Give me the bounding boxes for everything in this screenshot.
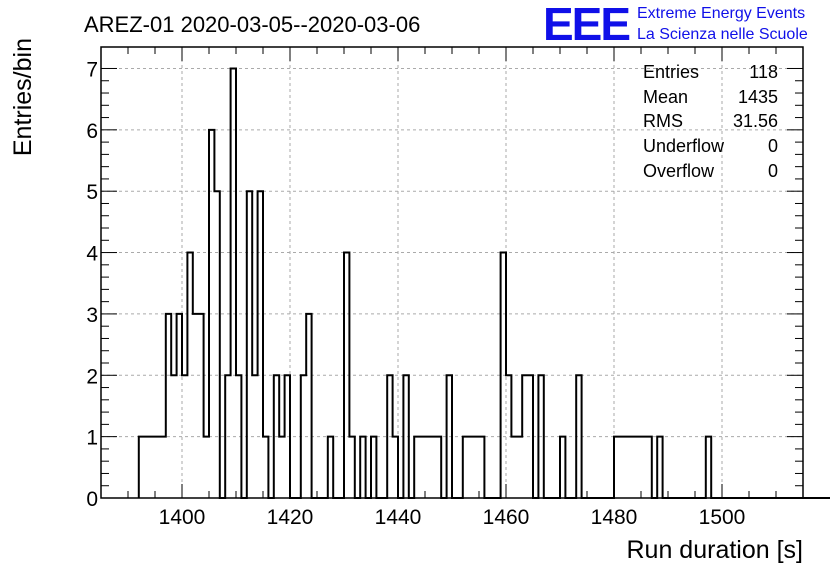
- stat-rms-value: 31.56: [733, 111, 778, 131]
- y-tick-label: 2: [86, 365, 98, 388]
- x-tick-label: 1400: [159, 506, 206, 529]
- y-tick-label: 7: [86, 58, 98, 81]
- y-tick-label: 3: [86, 304, 98, 327]
- stat-entries-value: 118: [749, 62, 778, 82]
- x-tick-label: 1440: [375, 506, 422, 529]
- eee-logo-mark: EEE: [543, 0, 629, 50]
- histogram-outline: [137, 67, 830, 499]
- stat-underflow-label: Underflow: [643, 136, 725, 156]
- x-tick-label: 1480: [591, 506, 638, 529]
- stat-underflow-value: 0: [768, 136, 778, 156]
- y-tick-label: 4: [86, 243, 98, 266]
- y-tick-label: 5: [86, 181, 98, 204]
- chart-title: AREZ-01 2020-03-05--2020-03-06: [84, 12, 420, 37]
- eee-logo-line2: La Scienza nelle Scuole: [637, 26, 808, 43]
- stats-box: Entries 118 Mean 1435 RMS 31.56 Underflo…: [643, 62, 778, 181]
- eee-logo-line1: Extreme Energy Events: [637, 5, 805, 22]
- x-tick-label: 1460: [483, 506, 530, 529]
- axis-ticks: [100, 47, 804, 499]
- axis-tick-labels: 1400 1420 1440 1460 1480 1500 0 1 2 3 4 5 6 7: [86, 58, 745, 529]
- stat-overflow-label: Overflow: [643, 161, 715, 181]
- x-tick-label: 1500: [699, 506, 746, 529]
- stat-mean-label: Mean: [643, 87, 688, 107]
- stat-entries-label: Entries: [643, 62, 699, 82]
- x-tick-label: 1420: [267, 506, 314, 529]
- stat-mean-value: 1435: [738, 87, 778, 107]
- y-tick-label: 1: [86, 427, 98, 450]
- y-tick-label: 6: [86, 120, 98, 143]
- y-axis-label: Entries/bin: [9, 38, 37, 156]
- x-axis-label: Run duration [s]: [627, 536, 804, 564]
- stat-rms-label: RMS: [643, 111, 683, 131]
- stat-overflow-value: 0: [768, 161, 778, 181]
- eee-logo: EEE Extreme Energy Events La Scienza nel…: [543, 0, 808, 50]
- y-tick-label: 0: [86, 488, 98, 511]
